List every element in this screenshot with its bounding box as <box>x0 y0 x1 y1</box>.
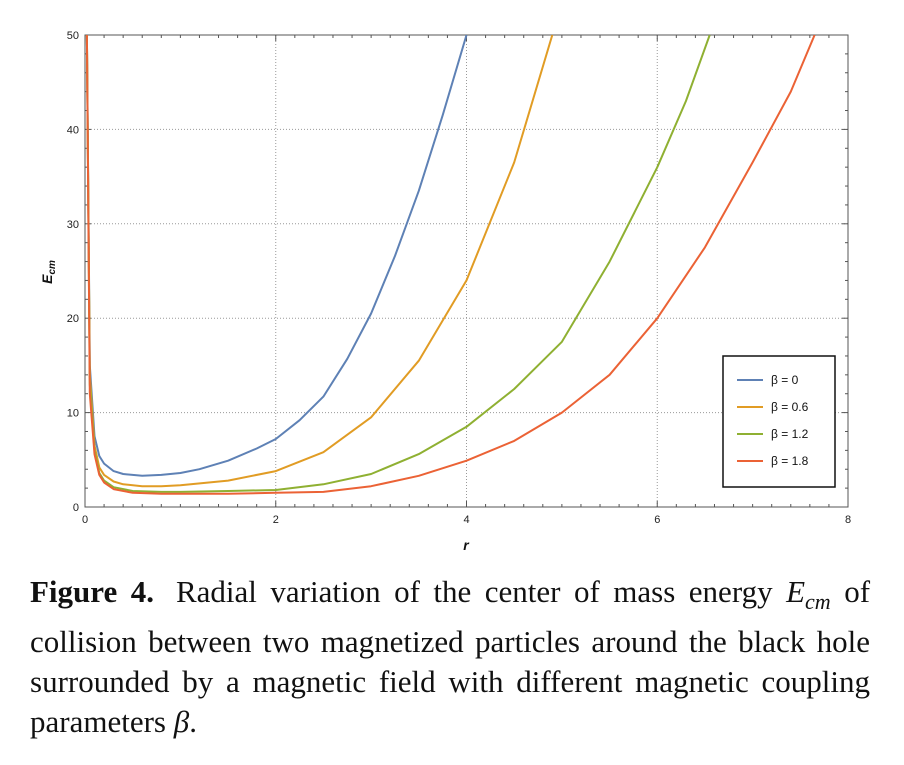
legend-label-1: β = 0.6 <box>771 400 809 414</box>
caption-symbol-sub: cm <box>805 589 831 615</box>
legend-label-2: β = 1.2 <box>771 427 809 441</box>
legend-label-0: β = 0 <box>771 373 799 387</box>
legend: β = 0 β = 0.6 β = 1.2 β = 1.8 <box>722 355 836 488</box>
caption-beta: β <box>173 704 190 740</box>
caption-symbol: Ecm <box>786 574 831 614</box>
y-tick-label: 0 <box>73 502 79 514</box>
series-line-1 <box>85 35 554 488</box>
caption-label: Figure 4. <box>30 574 154 609</box>
x-tick-label: 4 <box>463 514 469 526</box>
series-line-2 <box>85 35 711 493</box>
caption-text-2: of collision between two magnetized part… <box>30 574 871 740</box>
figure-caption: Figure 4. Radial variation of the center … <box>30 572 870 742</box>
y-axis-label-sub: cm <box>47 260 58 275</box>
y-axis-label-main: E <box>39 274 55 284</box>
x-tick-label: 0 <box>82 514 88 526</box>
y-tick-label: 50 <box>67 30 79 42</box>
legend-box <box>722 355 836 488</box>
x-tick-label: 8 <box>845 514 851 526</box>
y-tick-label: 10 <box>67 408 79 420</box>
caption-end: . <box>189 704 197 740</box>
y-tick-labels: 0 10 20 30 40 50 <box>67 30 79 514</box>
series-layer <box>85 35 816 495</box>
caption-symbol-main: E <box>786 574 806 609</box>
y-tick-label: 40 <box>67 124 79 136</box>
series-line-3 <box>85 35 816 495</box>
x-tick-label: 2 <box>273 514 279 526</box>
x-tick-labels: 0 2 4 6 8 <box>82 514 851 526</box>
grid <box>85 35 848 507</box>
x-axis-label: r <box>463 537 470 553</box>
legend-label-3: β = 1.8 <box>771 454 809 468</box>
y-axis-label: Ecm <box>39 260 58 284</box>
caption-text-1: Radial variation of the center of mass e… <box>176 574 773 609</box>
x-tick-label: 6 <box>654 514 660 526</box>
y-tick-label: 20 <box>67 313 79 325</box>
y-tick-label: 30 <box>67 219 79 231</box>
series-line-0 <box>85 35 468 477</box>
